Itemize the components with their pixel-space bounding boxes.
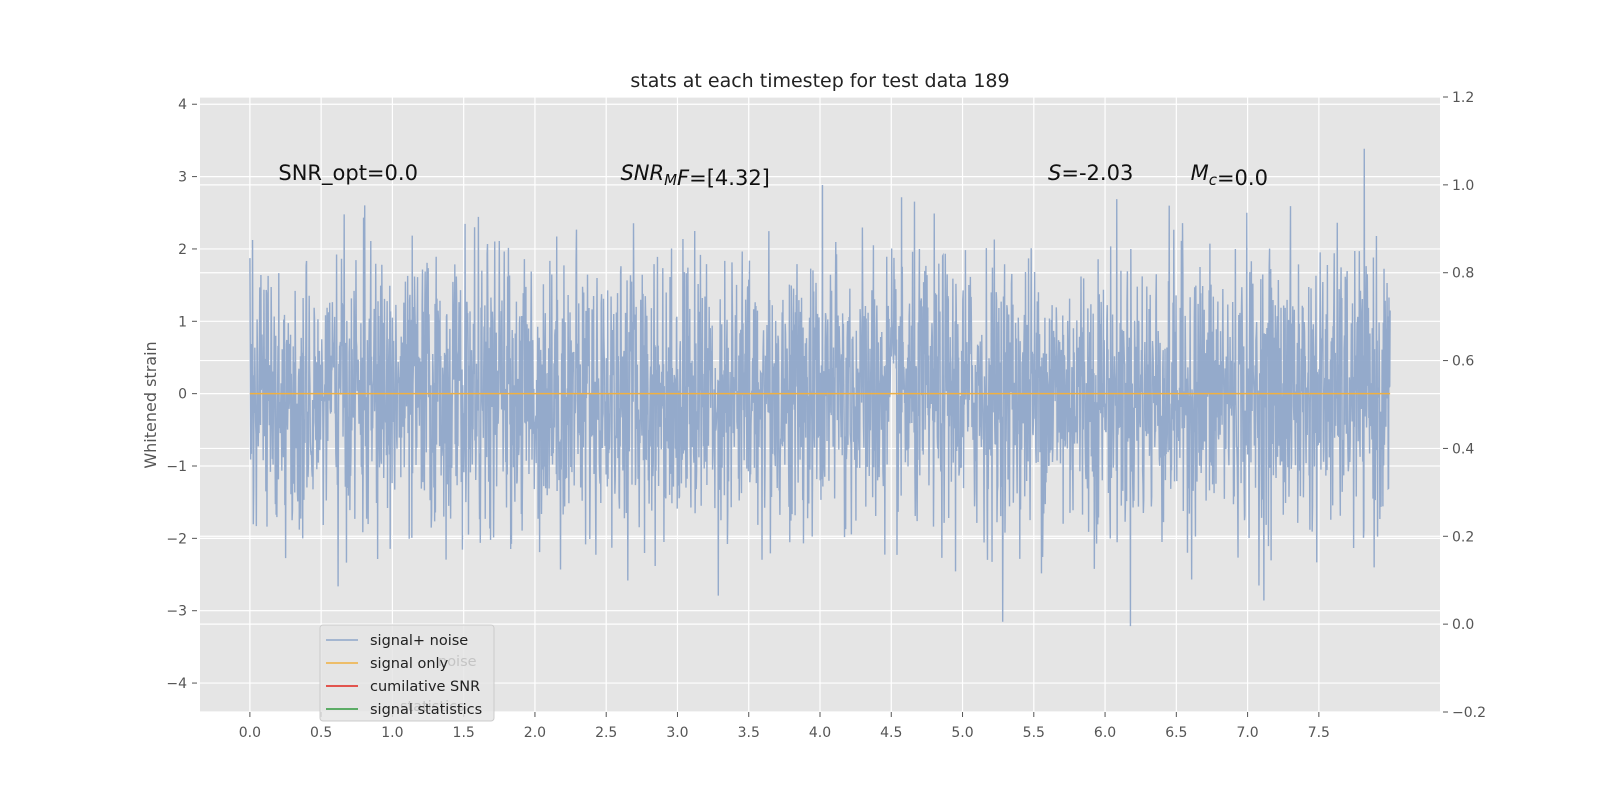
annotation-snr_opt: SNR_opt=0.0	[278, 161, 418, 186]
y2-tick-label: 0.2	[1452, 529, 1474, 545]
y-tick-label: −4	[166, 676, 187, 692]
x-tick-label: 5.5	[1023, 725, 1045, 741]
x-tick-label: 7.0	[1236, 725, 1258, 741]
y2-axis-ticks: −0.2 0.0 0.2 0.4 0.6 0.8 1.0 1.2	[1443, 90, 1486, 721]
legend-label: cumilative SNR	[370, 679, 480, 695]
x-tick-label: 3.5	[738, 725, 760, 741]
y-tick-label: 1	[178, 314, 187, 330]
x-tick-label: 4.0	[809, 725, 831, 741]
y2-tick-label: 1.2	[1452, 90, 1474, 106]
legend-label: signal statistics	[370, 702, 482, 718]
x-tick-label: 7.5	[1308, 725, 1330, 741]
noise-series-group	[249, 148, 1391, 627]
series-signal-plus-noise-line	[249, 148, 1391, 627]
legend: noise statistics signal+ noise signal only c…	[319, 624, 495, 722]
y-tick-label: 0	[178, 387, 187, 403]
y-tick-label: 3	[178, 170, 187, 186]
x-tick-label: 3.0	[666, 725, 688, 741]
x-tick-label: 4.5	[880, 725, 902, 741]
y-tick-label: −2	[166, 531, 187, 547]
annotation-mc: Mc=0.0	[1191, 161, 1268, 190]
x-tick-label: 1.5	[453, 725, 475, 741]
y2-tick-label: 0.6	[1452, 354, 1474, 370]
y-tick-label: 2	[178, 242, 187, 258]
y-axis-label: Whitened strain	[141, 341, 160, 468]
x-tick-label: 0.5	[310, 725, 332, 741]
y2-tick-label: 0.4	[1452, 441, 1474, 457]
legend-ghost-text: noise	[438, 654, 477, 670]
x-tick-label: 6.0	[1094, 725, 1116, 741]
x-tick-label: 5.0	[951, 725, 973, 741]
y-tick-label: −1	[166, 459, 187, 475]
x-tick-label: 2.0	[524, 725, 546, 741]
annotations: SNR_opt=0.0 SNRMF=[4.32] S=-2.03 Mc=0.0	[278, 161, 1268, 190]
x-tick-label: 1.0	[381, 725, 403, 741]
y2-tick-label: 1.0	[1452, 178, 1474, 194]
annotation-snr_mf: SNRMF=[4.32]	[620, 161, 769, 190]
x-tick-label: 2.5	[595, 725, 617, 741]
annotation-s: S=-2.03	[1048, 161, 1133, 185]
legend-label: signal+ noise	[370, 633, 468, 649]
y2-tick-label: 0.8	[1452, 266, 1474, 282]
y2-tick-label: −0.2	[1452, 705, 1486, 721]
chart-title: stats at each timestep for test data 189	[630, 70, 1009, 92]
x-axis-ticks: 0.0 0.5 1.0 1.5 2.0 2.5 3.0 3.5 4.0 4.5 5.0 5.5 6.0 6…	[239, 712, 1330, 741]
legend-label: signal only	[370, 656, 449, 672]
x-tick-label: 6.5	[1165, 725, 1187, 741]
y-tick-label: 4	[178, 97, 187, 113]
y-axis-ticks: −4 −3 −2 −1 0 1 2 3 4	[166, 97, 197, 692]
y2-tick-label: 0.0	[1452, 617, 1474, 633]
legend-ghost-text: statistics	[400, 699, 465, 715]
x-tick-label: 0.0	[239, 725, 261, 741]
legend-box	[319, 624, 495, 722]
y-tick-label: −3	[166, 604, 187, 620]
